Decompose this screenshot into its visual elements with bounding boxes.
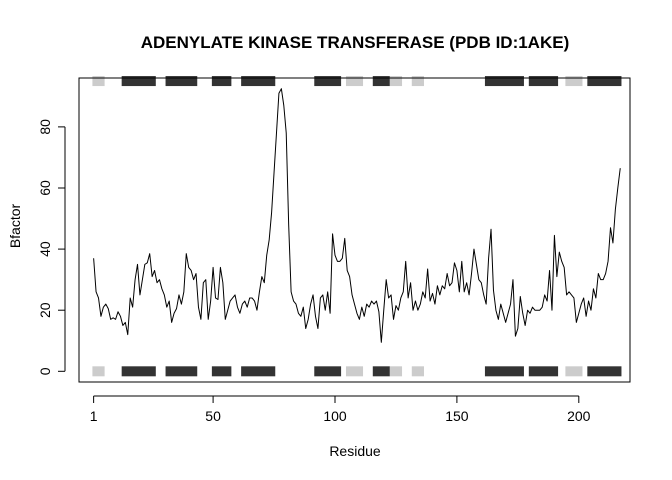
- y-tick-label: 20: [37, 302, 53, 318]
- sse-block-top-10: [411, 76, 424, 87]
- sse-block-top-2: [121, 76, 156, 87]
- sse-block-top-9: [389, 76, 403, 87]
- y-tick-label: 80: [37, 119, 53, 135]
- sse-block-bottom-4: [211, 366, 232, 377]
- sse-block-bottom-14: [587, 366, 622, 377]
- bfactor-line: [93, 88, 621, 343]
- sse-block-top-4: [211, 76, 232, 87]
- sse-block-bottom-13: [565, 366, 583, 377]
- chart-title: ADENYLATE KINASE TRANSFERASE (PDB ID:1AK…: [141, 33, 570, 52]
- x-tick-label: 1: [90, 408, 98, 424]
- x-tick-label: 100: [323, 408, 347, 424]
- sse-block-bottom-9: [389, 366, 403, 377]
- sse-block-bottom-2: [121, 366, 156, 377]
- sse-block-top-5: [241, 76, 276, 87]
- sse-block-bottom-12: [528, 366, 559, 377]
- y-tick-label: 60: [37, 180, 53, 196]
- sse-block-top-14: [587, 76, 622, 87]
- sse-block-top-12: [528, 76, 559, 87]
- x-tick-label: 150: [445, 408, 469, 424]
- sse-block-bottom-7: [345, 366, 364, 377]
- sse-block-top-8: [372, 76, 390, 87]
- series: [93, 88, 621, 343]
- sse-block-top-1: [92, 76, 105, 87]
- sse-block-top-3: [165, 76, 198, 87]
- sse-block-top-6: [314, 76, 342, 87]
- sse-block-bottom-5: [241, 366, 276, 377]
- x-tick-label: 200: [567, 408, 591, 424]
- x-axis-label: Residue: [329, 443, 381, 459]
- secondary-structure-tracks: [92, 76, 622, 377]
- x-tick-label: 50: [205, 408, 221, 424]
- sse-block-top-7: [345, 76, 364, 87]
- y-axis-label: Bfactor: [7, 203, 23, 248]
- sse-block-bottom-1: [92, 366, 105, 377]
- sse-block-top-13: [565, 76, 583, 87]
- sse-block-bottom-11: [484, 366, 524, 377]
- sse-block-bottom-8: [372, 366, 390, 377]
- sse-block-bottom-3: [165, 366, 198, 377]
- sse-block-bottom-6: [314, 366, 342, 377]
- sse-block-bottom-10: [411, 366, 424, 377]
- sse-block-top-11: [484, 76, 524, 87]
- plot-frame: [78, 77, 631, 383]
- y-tick-label: 0: [37, 367, 53, 375]
- y-tick-label: 40: [37, 241, 53, 257]
